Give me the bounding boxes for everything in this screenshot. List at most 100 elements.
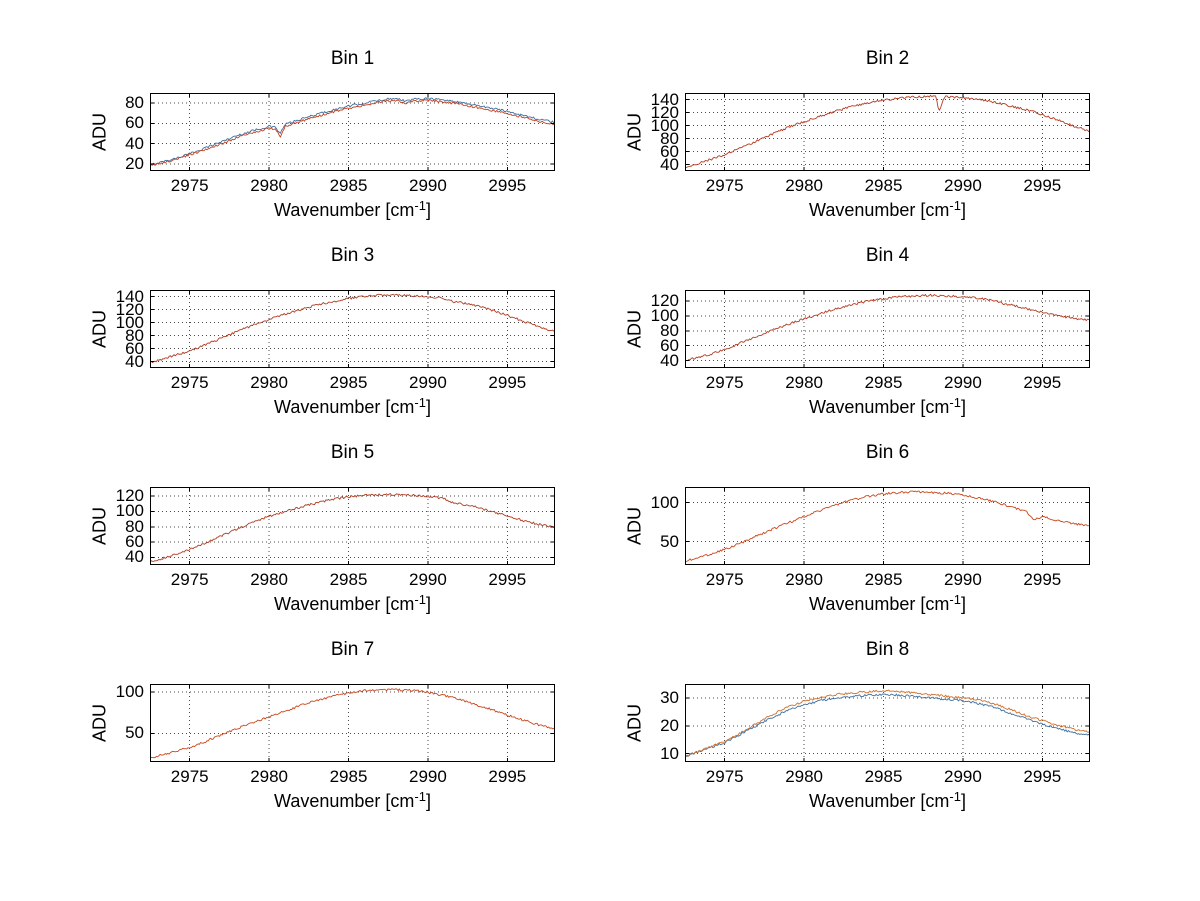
x-tick-label: 2975: [705, 176, 744, 195]
y-tick-label: 100: [650, 492, 679, 512]
x-axis-label-superscript: -1: [949, 592, 961, 607]
x-axis-label-close: ]: [960, 791, 966, 811]
x-axis-label-close: ]: [425, 791, 431, 811]
series-red-line: [685, 490, 1090, 563]
chart-bin-8: Bin 8 ADU 10 20 30 2975 2980 2985 2990 2995 Wavenu…: [535, 621, 1135, 818]
series-red-line: [685, 293, 1090, 362]
chart-title: Bin 6: [865, 442, 910, 463]
chart-bin-4: Bin 4 ADU 40 60 80 100 120 2975 2980 2985 2990 2995…: [535, 227, 1135, 424]
plot-area: [685, 487, 1090, 565]
y-tick-label: 120: [650, 291, 679, 311]
x-tick-label: 2995: [1023, 570, 1062, 589]
x-axis-label-close: ]: [960, 200, 966, 220]
x-axis-label-text: Wavenumber [cm: [809, 200, 950, 220]
x-tick-label: 2990: [944, 767, 982, 786]
x-tick-label: 2980: [250, 570, 289, 589]
x-axis-label: Wavenumber [cm-1]: [150, 591, 555, 619]
y-tick-label: 30: [660, 687, 679, 707]
x-axis-label-text: Wavenumber [cm: [809, 791, 950, 811]
x-axis-label-superscript: -1: [414, 592, 426, 607]
axes-box: [685, 290, 1090, 368]
chart-bin-6: Bin 6 ADU 50 100 2975 2980 2985 2990 2995 Wavenum…: [535, 424, 1135, 621]
x-axis-label: Wavenumber [cm-1]: [150, 394, 555, 422]
x-axis-label-text: Wavenumber [cm: [274, 200, 415, 220]
x-tick-label: 2995: [1023, 767, 1062, 786]
y-tick-label: 140: [115, 286, 144, 306]
x-tick-label: 2995: [488, 767, 527, 786]
x-tick-label: 2980: [785, 176, 824, 195]
x-tick-label: 2975: [170, 570, 209, 589]
y-tick-label: 100: [115, 312, 144, 332]
y-tick-label: 40: [660, 350, 679, 370]
y-tick-label: 140: [650, 89, 679, 109]
y-tick-label: 40: [660, 154, 679, 174]
series-red-line: [150, 493, 555, 563]
x-axis-label: Wavenumber [cm-1]: [685, 197, 1090, 225]
plot-area: [685, 290, 1090, 368]
chart-bin-1: Bin 1 ADU 20 40 60 80 2975 2980 2985 2990 2995 Wave…: [0, 30, 600, 227]
x-tick-label: 2980: [250, 373, 289, 392]
plot-area: [150, 487, 555, 565]
x-tick-label: 2985: [329, 767, 368, 786]
x-axis-label: Wavenumber [cm-1]: [150, 197, 555, 225]
y-tick-label: 40: [125, 351, 144, 371]
y-tick-label: 100: [115, 501, 144, 521]
x-axis-label-close: ]: [960, 397, 966, 417]
x-axis-label-close: ]: [425, 200, 431, 220]
axes-box: [685, 487, 1090, 565]
x-axis-label: Wavenumber [cm-1]: [150, 788, 555, 816]
y-tick-label: 120: [115, 299, 144, 319]
x-tick-label: 2975: [705, 767, 744, 786]
x-tick-label: 2990: [944, 570, 982, 589]
series-orange-line: [685, 689, 1090, 757]
chart-bin-3: Bin 3 ADU 40 60 80 100 120 140 2975 2980 2985 2990 2…: [0, 227, 600, 424]
x-axis-label-superscript: -1: [414, 198, 426, 213]
series-blue-line: [150, 97, 555, 166]
plot-area: [150, 93, 555, 171]
x-axis-label: Wavenumber [cm-1]: [685, 788, 1090, 816]
y-tick-label: 60: [125, 113, 144, 133]
x-axis-label: Wavenumber [cm-1]: [685, 591, 1090, 619]
x-tick-label: 2995: [1023, 176, 1062, 195]
x-tick-label: 2995: [1023, 373, 1062, 392]
x-tick-label: 2985: [329, 176, 368, 195]
chart-bin-5: Bin 5 ADU 40 60 80 100 120 2975 2980 2985 2990 2995…: [0, 424, 600, 621]
x-axis-label-superscript: -1: [414, 395, 426, 410]
y-tick-label: 80: [660, 320, 679, 340]
y-tick-label: 80: [660, 128, 679, 148]
y-tick-label: 100: [650, 306, 679, 325]
x-axis-label-text: Wavenumber [cm: [809, 594, 950, 614]
axes-box: [150, 487, 555, 565]
y-tick-label: 40: [125, 547, 144, 567]
chart-title: Bin 3: [330, 245, 375, 266]
x-tick-label: 2975: [170, 767, 209, 786]
x-tick-label: 2980: [785, 767, 824, 786]
y-tick-label: 100: [650, 115, 679, 135]
x-axis-label: Wavenumber [cm-1]: [685, 394, 1090, 422]
x-axis-label-close: ]: [425, 397, 431, 417]
x-tick-label: 2985: [864, 570, 903, 589]
x-tick-label: 2975: [170, 176, 209, 195]
series-red-line: [150, 98, 555, 166]
y-tick-label: 120: [650, 102, 679, 122]
chart-title: Bin 5: [330, 442, 375, 463]
plot-area: [150, 290, 555, 368]
x-tick-label: 2985: [864, 373, 903, 392]
plot-area: [685, 93, 1090, 171]
x-tick-label: 2985: [329, 570, 368, 589]
x-tick-label: 2975: [705, 373, 744, 392]
x-axis-label-close: ]: [960, 594, 966, 614]
y-tick-label: 60: [660, 335, 679, 355]
y-tick-label: 60: [125, 532, 144, 552]
x-axis-label-text: Wavenumber [cm: [274, 791, 415, 811]
y-tick-label: 100: [115, 682, 144, 702]
y-tick-label: 40: [125, 133, 144, 153]
x-axis-label-superscript: -1: [949, 395, 961, 410]
chart-title: Bin 8: [865, 639, 910, 660]
y-tick-label: 20: [125, 153, 144, 173]
x-axis-label-superscript: -1: [949, 789, 961, 804]
y-tick-label: 20: [660, 715, 679, 735]
x-tick-label: 2985: [329, 373, 368, 392]
x-tick-label: 2990: [944, 176, 982, 195]
